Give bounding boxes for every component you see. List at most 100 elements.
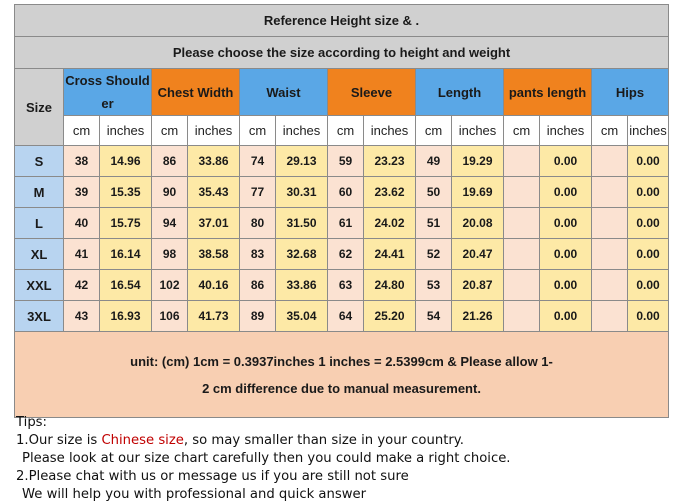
unit-header: inches <box>451 115 504 146</box>
inches-value: 16.14 <box>99 238 152 270</box>
inches-value: 0.00 <box>539 176 592 208</box>
column-header-5: pants length <box>503 68 592 116</box>
inches-value: 35.04 <box>275 300 328 332</box>
unit-header: cm <box>415 115 452 146</box>
inches-value: 20.08 <box>451 207 504 239</box>
inches-value: 16.54 <box>99 269 152 301</box>
inches-value: 38.58 <box>187 238 240 270</box>
inches-value: 21.26 <box>451 300 504 332</box>
inches-value: 31.50 <box>275 207 328 239</box>
inches-value: 0.00 <box>539 300 592 332</box>
size-label: S <box>14 145 64 177</box>
inches-value: 19.69 <box>451 176 504 208</box>
inches-value: 37.01 <box>187 207 240 239</box>
unit-header: cm <box>151 115 188 146</box>
size-chart-table: Reference Height size & . Please choose … <box>14 4 669 418</box>
inches-value: 23.62 <box>363 176 416 208</box>
inches-value: 0.00 <box>627 238 669 270</box>
cm-value <box>591 238 628 270</box>
inches-value: 20.47 <box>451 238 504 270</box>
column-header-6: Hips <box>591 68 669 116</box>
cm-value: 86 <box>151 145 188 177</box>
inches-value: 23.23 <box>363 145 416 177</box>
cm-value <box>503 207 540 239</box>
cm-value: 50 <box>415 176 452 208</box>
unit-header: inches <box>627 115 669 146</box>
table-row: 3XL 43 16.93 106 41.73 89 35.04 64 25.20 54 21.26 0… <box>14 300 669 332</box>
cm-value: 83 <box>239 238 276 270</box>
inches-value: 24.02 <box>363 207 416 239</box>
chinese-size-highlight: Chinese size <box>101 433 184 448</box>
size-label: M <box>14 176 64 208</box>
unit-header: cm <box>327 115 364 146</box>
cm-value <box>503 300 540 332</box>
cm-value: 40 <box>63 207 100 239</box>
cm-value: 86 <box>239 269 276 301</box>
cm-value: 49 <box>415 145 452 177</box>
cm-value <box>503 269 540 301</box>
column-header-3: Sleeve <box>327 68 416 116</box>
cm-value: 90 <box>151 176 188 208</box>
cm-value: 41 <box>63 238 100 270</box>
inches-value: 0.00 <box>539 238 592 270</box>
inches-value: 24.41 <box>363 238 416 270</box>
unit-note-line2: 2 cm difference due to manual measuremen… <box>202 380 481 396</box>
column-header-2: Waist <box>239 68 328 116</box>
inches-value: 19.29 <box>451 145 504 177</box>
unit-header: inches <box>539 115 592 146</box>
inches-value: 0.00 <box>539 207 592 239</box>
tips-section: Tips: 1.Our size is Chinese size, so may… <box>16 414 696 504</box>
inches-value: 30.31 <box>275 176 328 208</box>
inches-value: 20.87 <box>451 269 504 301</box>
unit-note: unit: (cm) 1cm = 0.3937inches 1 inches =… <box>14 331 669 418</box>
cm-value: 43 <box>63 300 100 332</box>
size-label: XXL <box>14 269 64 301</box>
tips-line-4: We will help you with professional and q… <box>22 487 367 502</box>
cm-value: 94 <box>151 207 188 239</box>
tips-line-1-end: , so may smaller than size in your count… <box>183 433 464 448</box>
cm-value <box>503 238 540 270</box>
unit-note-line1: unit: (cm) 1cm = 0.3937inches 1 inches =… <box>130 353 553 369</box>
inches-value: 0.00 <box>627 145 669 177</box>
inches-value: 0.00 <box>539 145 592 177</box>
inches-value: 0.00 <box>627 176 669 208</box>
cm-value: 53 <box>415 269 452 301</box>
inches-value: 0.00 <box>539 269 592 301</box>
inches-value: 0.00 <box>627 269 669 301</box>
unit-header: inches <box>363 115 416 146</box>
inches-value: 29.13 <box>275 145 328 177</box>
cm-value <box>591 269 628 301</box>
cm-value: 42 <box>63 269 100 301</box>
size-label: L <box>14 207 64 239</box>
inches-value: 33.86 <box>275 269 328 301</box>
cm-value <box>591 145 628 177</box>
unit-header: inches <box>99 115 152 146</box>
cm-value: 64 <box>327 300 364 332</box>
inches-value: 32.68 <box>275 238 328 270</box>
inches-value: 33.86 <box>187 145 240 177</box>
cm-value: 60 <box>327 176 364 208</box>
inches-value: 15.75 <box>99 207 152 239</box>
column-header-1: Chest Width <box>151 68 240 116</box>
inches-value: 35.43 <box>187 176 240 208</box>
cm-value: 38 <box>63 145 100 177</box>
cm-value: 74 <box>239 145 276 177</box>
size-label: 3XL <box>14 300 64 332</box>
tips-line-1: 1.Our size is Chinese size, so may small… <box>16 432 696 450</box>
tips-heading: Tips: <box>16 415 47 430</box>
unit-header: cm <box>239 115 276 146</box>
inches-value: 14.96 <box>99 145 152 177</box>
cm-value: 89 <box>239 300 276 332</box>
cm-value <box>591 207 628 239</box>
inches-value: 0.00 <box>627 207 669 239</box>
table-row: XL 41 16.14 98 38.58 83 32.68 62 24.41 52 20.47 0.0… <box>14 238 669 270</box>
inches-value: 0.00 <box>627 300 669 332</box>
table-row: M 39 15.35 90 35.43 77 30.31 60 23.62 50 19.69 0.00… <box>14 176 669 208</box>
cm-value: 77 <box>239 176 276 208</box>
cm-value <box>591 176 628 208</box>
cm-value: 98 <box>151 238 188 270</box>
cm-value <box>503 176 540 208</box>
size-header: Size <box>14 68 64 146</box>
tips-line-2: Please look at our size chart carefully … <box>22 451 511 466</box>
table-row: XXL 42 16.54 102 40.16 86 33.86 63 24.80 53 20.87 0… <box>14 269 669 301</box>
